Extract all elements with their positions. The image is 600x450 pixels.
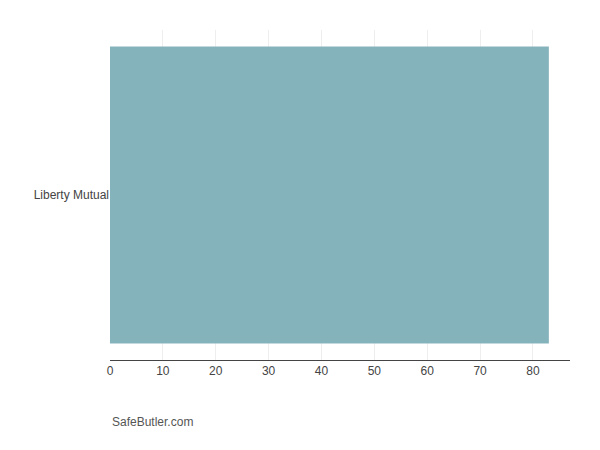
- svg-text:50: 50: [368, 364, 382, 378]
- svg-text:40: 40: [315, 364, 329, 378]
- svg-text:20: 20: [209, 364, 223, 378]
- svg-text:30: 30: [262, 364, 276, 378]
- svg-text:0: 0: [107, 364, 114, 378]
- svg-text:Liberty Mutual: Liberty Mutual: [34, 188, 109, 202]
- svg-text:60: 60: [421, 364, 435, 378]
- svg-text:SafeButler.com: SafeButler.com: [112, 415, 193, 429]
- svg-text:10: 10: [156, 364, 170, 378]
- svg-text:70: 70: [473, 364, 487, 378]
- svg-text:80: 80: [526, 364, 540, 378]
